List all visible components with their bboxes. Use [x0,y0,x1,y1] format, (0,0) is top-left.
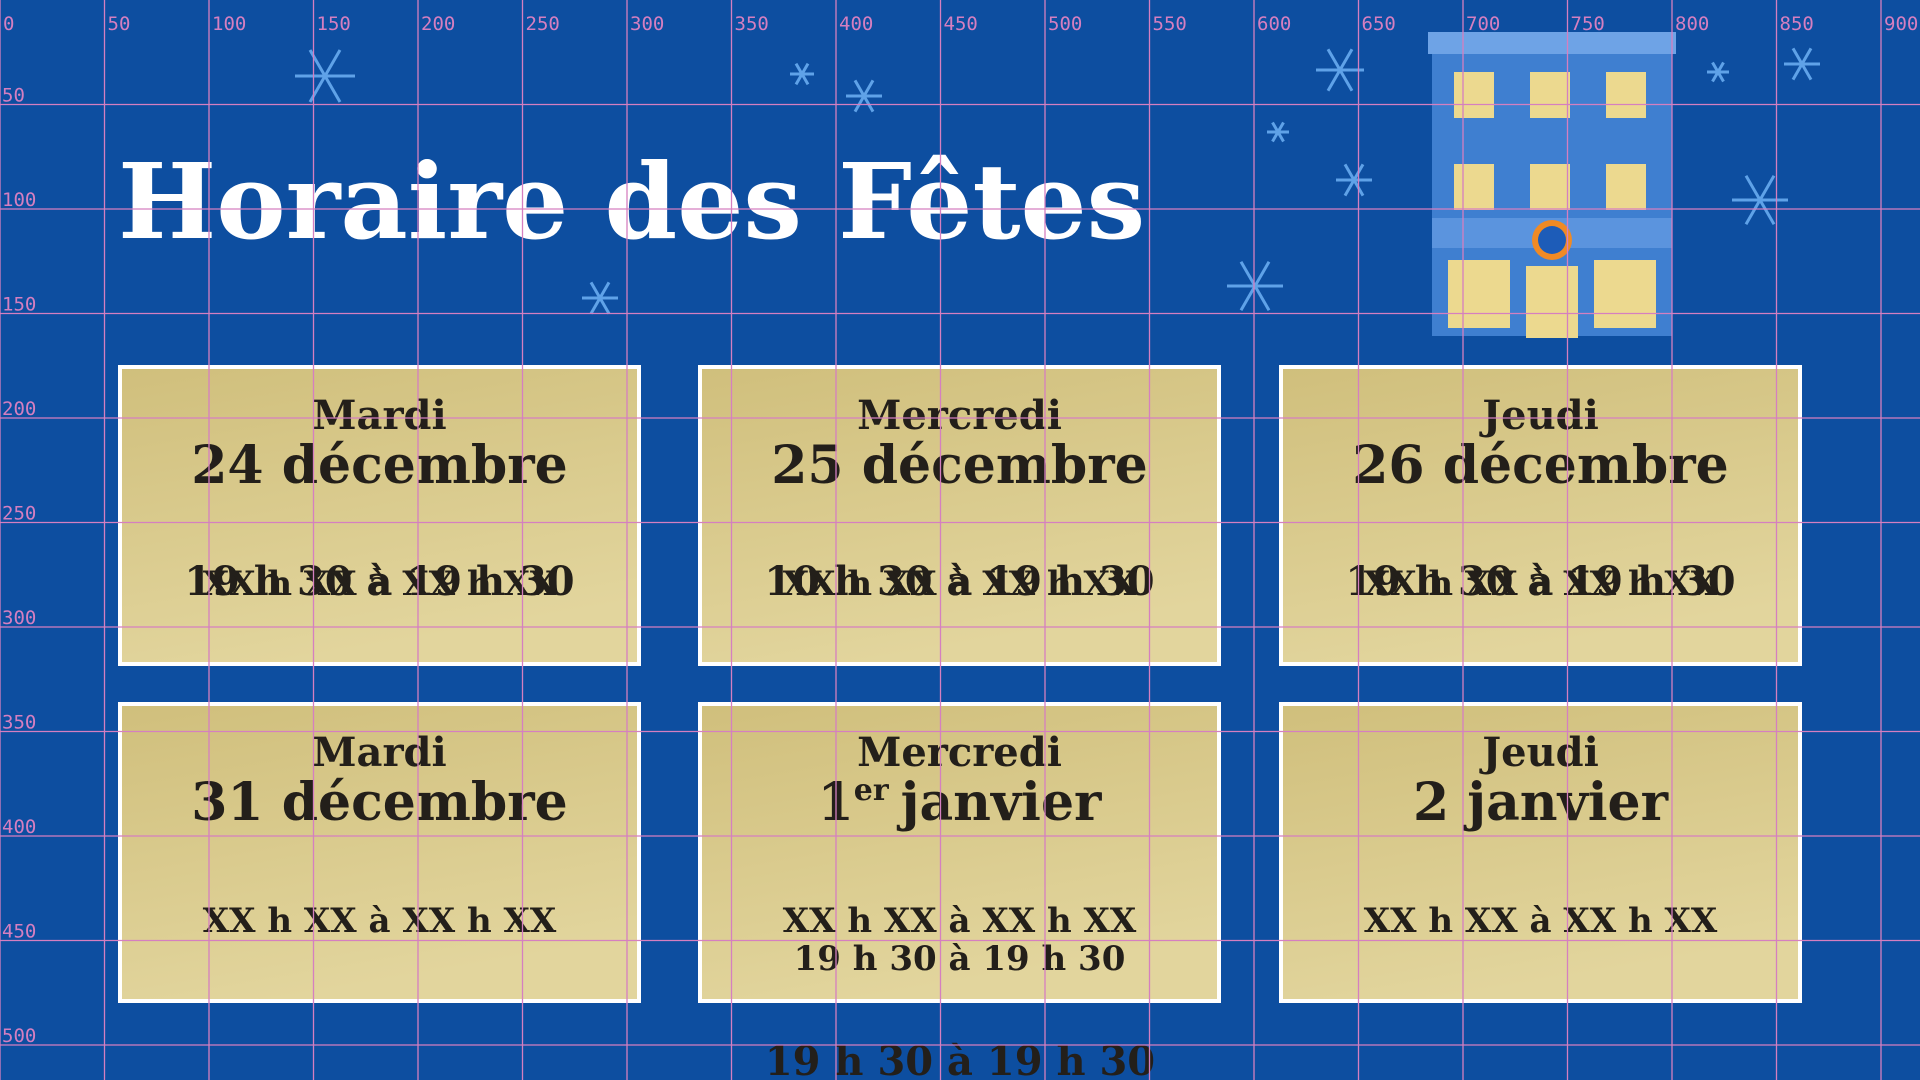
grid-label-y: 500 [2,1025,36,1047]
snowflake-arm [589,281,611,315]
grid-label-x: 850 [1780,13,1814,35]
card-day: Mardi [312,392,446,439]
grid-label-y: 50 [2,85,25,107]
grid-label-x: 300 [630,13,664,35]
card-day: Mardi [312,729,446,776]
grid-label-x: 800 [1675,13,1709,35]
snowflake-arm [1343,163,1365,197]
card [698,702,1221,1003]
snowflakes [295,47,1820,315]
grid-label-y: 100 [2,189,36,211]
card-date: 31 décembre [191,772,568,833]
card [698,365,1221,666]
card-day: Jeudi [1479,392,1599,439]
card-date: 26 décembre [1352,435,1729,496]
overflow-time: 19 h 30 à 19 h 30 [765,1038,1155,1080]
snowflake-arm [308,49,342,103]
grid-label-x: 150 [317,13,351,35]
card [1279,365,1802,666]
grid-label-x: 650 [1362,13,1396,35]
grid-label-x: 550 [1153,13,1187,35]
card-day: Jeudi [1479,729,1599,776]
card-date: 2 janvier [1413,772,1669,833]
grid-label-x: 200 [421,13,455,35]
card-day: Mercredi [857,729,1062,776]
grid-label-x: 700 [1466,13,1500,35]
card-time: 19 h 30 à 19 h 30 [1345,558,1735,605]
grid-label-x: 450 [944,13,978,35]
snowflake-arm [853,79,875,113]
page-title: Horaire des Fêtes [118,140,1145,263]
grid-label-x: 50 [108,13,131,35]
card [118,365,641,666]
grid-label-y: 350 [2,712,36,734]
card-time: 19 h 30 à 19 h 30 [794,939,1126,979]
snowflake-arm [1711,61,1725,83]
card-time: XX h XX à XX h XX [783,564,1137,604]
card-time: XX h XX à XX h XX [783,901,1137,941]
date-sup: er [854,773,890,808]
card [118,702,641,1003]
card-date: 1er janvier [818,772,1102,833]
grid-label-x: 750 [1571,13,1605,35]
card-time: XX h XX à XX h XX [203,564,557,604]
grid-label-x: 400 [839,13,873,35]
grid-label-y: 450 [2,921,36,943]
grid-label-x: 600 [1257,13,1291,35]
card-time: XX h XX à XX h XX [203,901,557,941]
grid-label-x: 500 [1048,13,1082,35]
date-rest: janvier [897,772,1102,833]
grid-label-x: 250 [526,13,560,35]
card-time: XX h XX à XX h XX [1364,901,1718,941]
grid-label-y: 300 [2,607,36,629]
card-day: Mercredi [857,392,1062,439]
grid-label-y: 400 [2,816,36,838]
card-time: 10 h 30 à 19 h 30 [764,558,1154,605]
grid-label-x: 350 [735,13,769,35]
snowflake-arm [794,62,810,86]
grid-label-x: 900 [1884,13,1918,35]
grid-label-y: 150 [2,294,36,316]
card-time: XX h XX à XX h XX [1364,564,1718,604]
grid-label-x: 0 [3,13,14,35]
card [1279,702,1802,1003]
snowflake-arm [1239,261,1271,311]
card-date: 25 décembre [771,435,1148,496]
grid-label-y: 250 [2,503,36,525]
grid-label-x: 100 [212,13,246,35]
snowflake-arm [1271,121,1285,143]
card-date: 24 décembre [191,435,568,496]
building [1428,32,1676,338]
snowflake-arm [1744,175,1776,225]
grid-label-y: 200 [2,398,36,420]
snowflake-arm [1326,48,1354,92]
card-time: 19 h 30 à 19 h 30 [184,558,574,605]
snowflake-arm [1791,47,1813,81]
